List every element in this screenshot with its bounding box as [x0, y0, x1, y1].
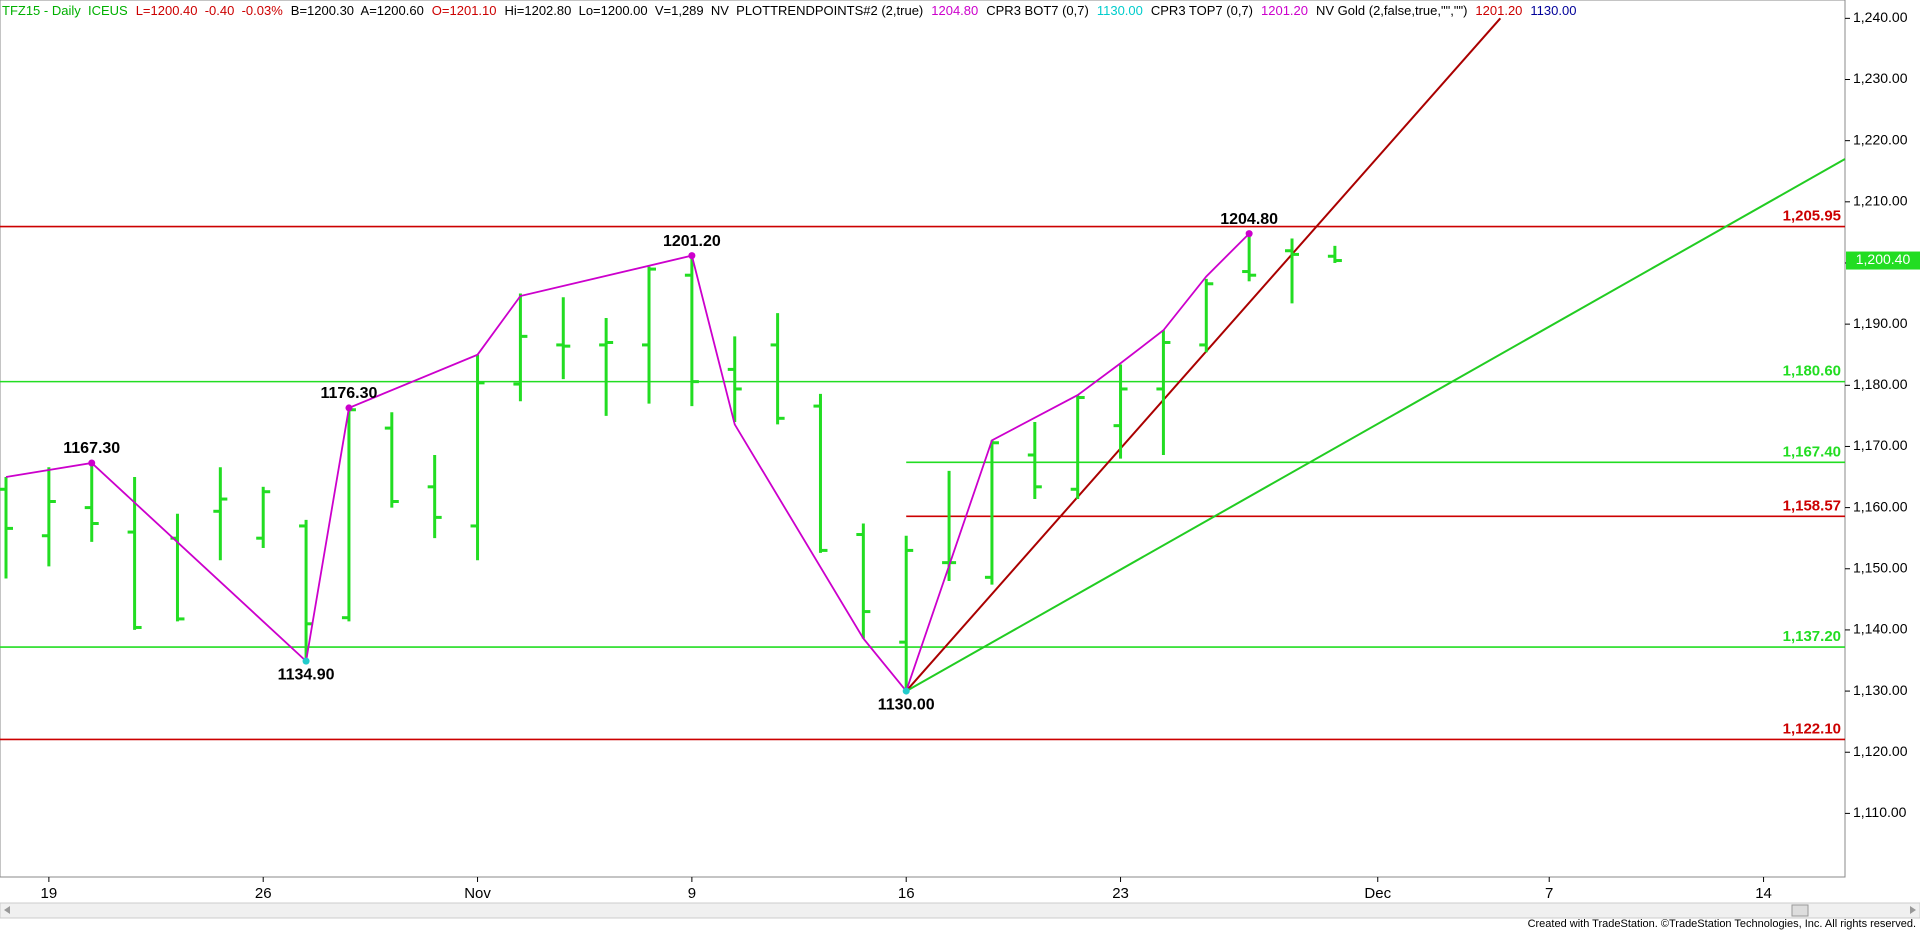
y-tick-label: 1,230.00	[1853, 70, 1908, 86]
x-tick-label: 7	[1545, 885, 1553, 902]
scrollbar[interactable]	[0, 902, 1920, 919]
y-tick-label: 1,210.00	[1853, 193, 1908, 209]
pivot-dot	[302, 657, 310, 665]
header-field: 1201.20	[1261, 3, 1308, 18]
header: TFZ15 - Daily ICEUS L=1200.40 -0.40 -0.03…	[2, 3, 1584, 18]
header-field: CPR3 BOT7 (0,7)	[986, 3, 1089, 18]
level-label: 1,158.57	[1783, 497, 1841, 514]
pivot-label: 1130.00	[878, 696, 935, 713]
x-tick-label: Nov	[464, 885, 491, 902]
scroll-thumb[interactable]	[1791, 904, 1809, 917]
header-field: Hi=1202.80 Lo=1200.00 V=1,289 NV PLOTTRE…	[504, 3, 924, 18]
y-tick-label: 1,240.00	[1853, 9, 1908, 25]
header-field: TFZ15 - Daily ICEUS	[2, 3, 128, 18]
plot-area	[0, 0, 1846, 878]
level-label: 1,180.60	[1783, 363, 1841, 380]
header-field: B=1200.30 A=1200.60	[290, 3, 424, 18]
x-tick-label: 16	[898, 885, 915, 902]
y-tick-label: 1,120.00	[1853, 743, 1908, 759]
header-field: L=1200.40 -0.40 -0.03%	[135, 3, 283, 18]
x-tick-label: 14	[1755, 885, 1772, 902]
pivot-dot	[688, 252, 696, 260]
pivot-dot	[902, 687, 910, 695]
y-tick-label: 1,220.00	[1853, 131, 1908, 147]
y-tick-label: 1,160.00	[1853, 498, 1908, 514]
x-tick-label: 26	[255, 885, 272, 902]
swing-line	[5, 232, 1250, 693]
last-price-label: 1,200.40	[1856, 251, 1911, 267]
scroll-right[interactable]	[1910, 906, 1916, 914]
header-field: O=1201.10	[431, 3, 497, 18]
level-label: 1,167.40	[1783, 443, 1841, 460]
header-field: 1130.00	[1096, 3, 1143, 18]
trend-line	[905, 17, 1502, 692]
y-tick-label: 1,180.00	[1853, 376, 1908, 392]
footer: Created with TradeStation. ©TradeStation…	[1527, 918, 1916, 930]
header-field: CPR3 TOP7 (0,7)	[1150, 3, 1253, 18]
y-tick-label: 1,140.00	[1853, 621, 1908, 637]
y-tick-label: 1,110.00	[1853, 804, 1907, 820]
trend-line	[905, 158, 1846, 692]
y-tick-label: 1,150.00	[1853, 559, 1908, 575]
x-tick-label: 23	[1112, 885, 1129, 902]
pivot-label: 1134.90	[278, 666, 335, 683]
pivot-label: 1204.80	[1220, 211, 1278, 228]
y-tick-label: 1,190.00	[1853, 315, 1908, 331]
header-field: 1201.20	[1475, 3, 1523, 18]
header-field: NV Gold (2,false,true,"","")	[1316, 3, 1468, 18]
level-label: 1,205.95	[1783, 208, 1841, 225]
header-field: 1204.80	[931, 3, 979, 18]
level-label: 1,137.20	[1783, 628, 1841, 645]
header-field: 1130.00	[1530, 3, 1577, 18]
pivot-dot	[345, 404, 353, 412]
x-tick-label: 9	[688, 885, 696, 902]
x-tick-label: 19	[41, 885, 58, 902]
level-label: 1,122.10	[1783, 720, 1841, 737]
y-tick-label: 1,170.00	[1853, 437, 1908, 453]
pivot-label: 1167.30	[63, 440, 120, 457]
x-tick-label: Dec	[1364, 885, 1391, 902]
pivot-label: 1176.30	[320, 385, 377, 402]
pivot-label: 1201.20	[663, 233, 721, 250]
pivot-dot	[88, 459, 96, 467]
y-tick-label: 1,130.00	[1853, 682, 1908, 698]
last-price-box	[1846, 251, 1920, 270]
pivot-dot	[1245, 230, 1253, 238]
scroll-left[interactable]	[4, 906, 10, 914]
